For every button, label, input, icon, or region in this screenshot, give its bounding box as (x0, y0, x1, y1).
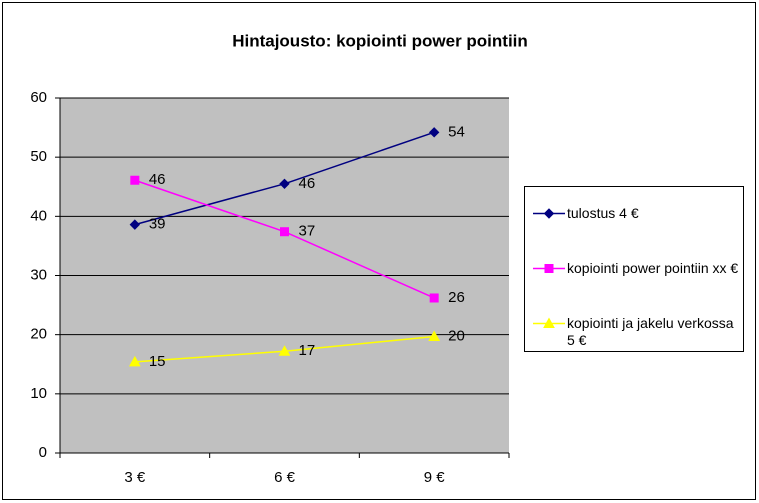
data-label: 37 (299, 223, 316, 240)
marker (543, 208, 555, 219)
marker (128, 355, 141, 367)
x-tick-label: 3 € (124, 469, 146, 486)
data-label: 39 (149, 216, 166, 233)
legend-entry: kopiointi ja jakelu verkossa 5 € (531, 315, 741, 349)
x-tick-label: 9 € (424, 469, 446, 486)
data-label: 54 (448, 123, 465, 140)
marker (279, 178, 290, 189)
data-label: 20 (448, 327, 465, 344)
y-tick-label: 60 (30, 89, 47, 106)
legend-label: kopiointi ja jakelu verkossa 5 € (567, 315, 734, 348)
data-label: 17 (299, 342, 316, 359)
y-tick-label: 30 (30, 266, 47, 283)
legend-key (533, 264, 565, 273)
legend-entry: tulostus 4 € (531, 205, 741, 222)
marker (544, 264, 554, 273)
legend: tulostus 4 € kopiointi power pointiin xx … (524, 186, 744, 352)
data-label: 46 (149, 171, 166, 188)
marker (129, 219, 141, 230)
marker (130, 175, 140, 185)
marker (428, 127, 440, 138)
data-label: 26 (448, 289, 465, 306)
legend-label: tulostus 4 € (567, 205, 639, 221)
y-tick-label: 40 (30, 207, 47, 224)
marker (280, 227, 289, 237)
legend-entry: kopiointi power pointiin xx € (531, 260, 741, 277)
y-tick-label: 20 (30, 326, 47, 343)
legend-key (533, 208, 565, 219)
chart-title: Hintajousto: kopiointi power pointiin (232, 31, 528, 50)
y-tick-label: 50 (30, 148, 47, 165)
marker (543, 317, 555, 328)
legend-key (533, 317, 565, 328)
marker (429, 293, 439, 303)
marker (428, 330, 441, 341)
y-tick-label: 0 (39, 444, 47, 461)
data-label: 15 (149, 353, 166, 370)
data-label: 46 (299, 175, 316, 192)
y-tick-label: 10 (30, 385, 47, 402)
legend-label: kopiointi power pointiin xx € (567, 260, 739, 276)
marker (278, 345, 291, 356)
x-tick-label: 6 € (274, 469, 296, 486)
